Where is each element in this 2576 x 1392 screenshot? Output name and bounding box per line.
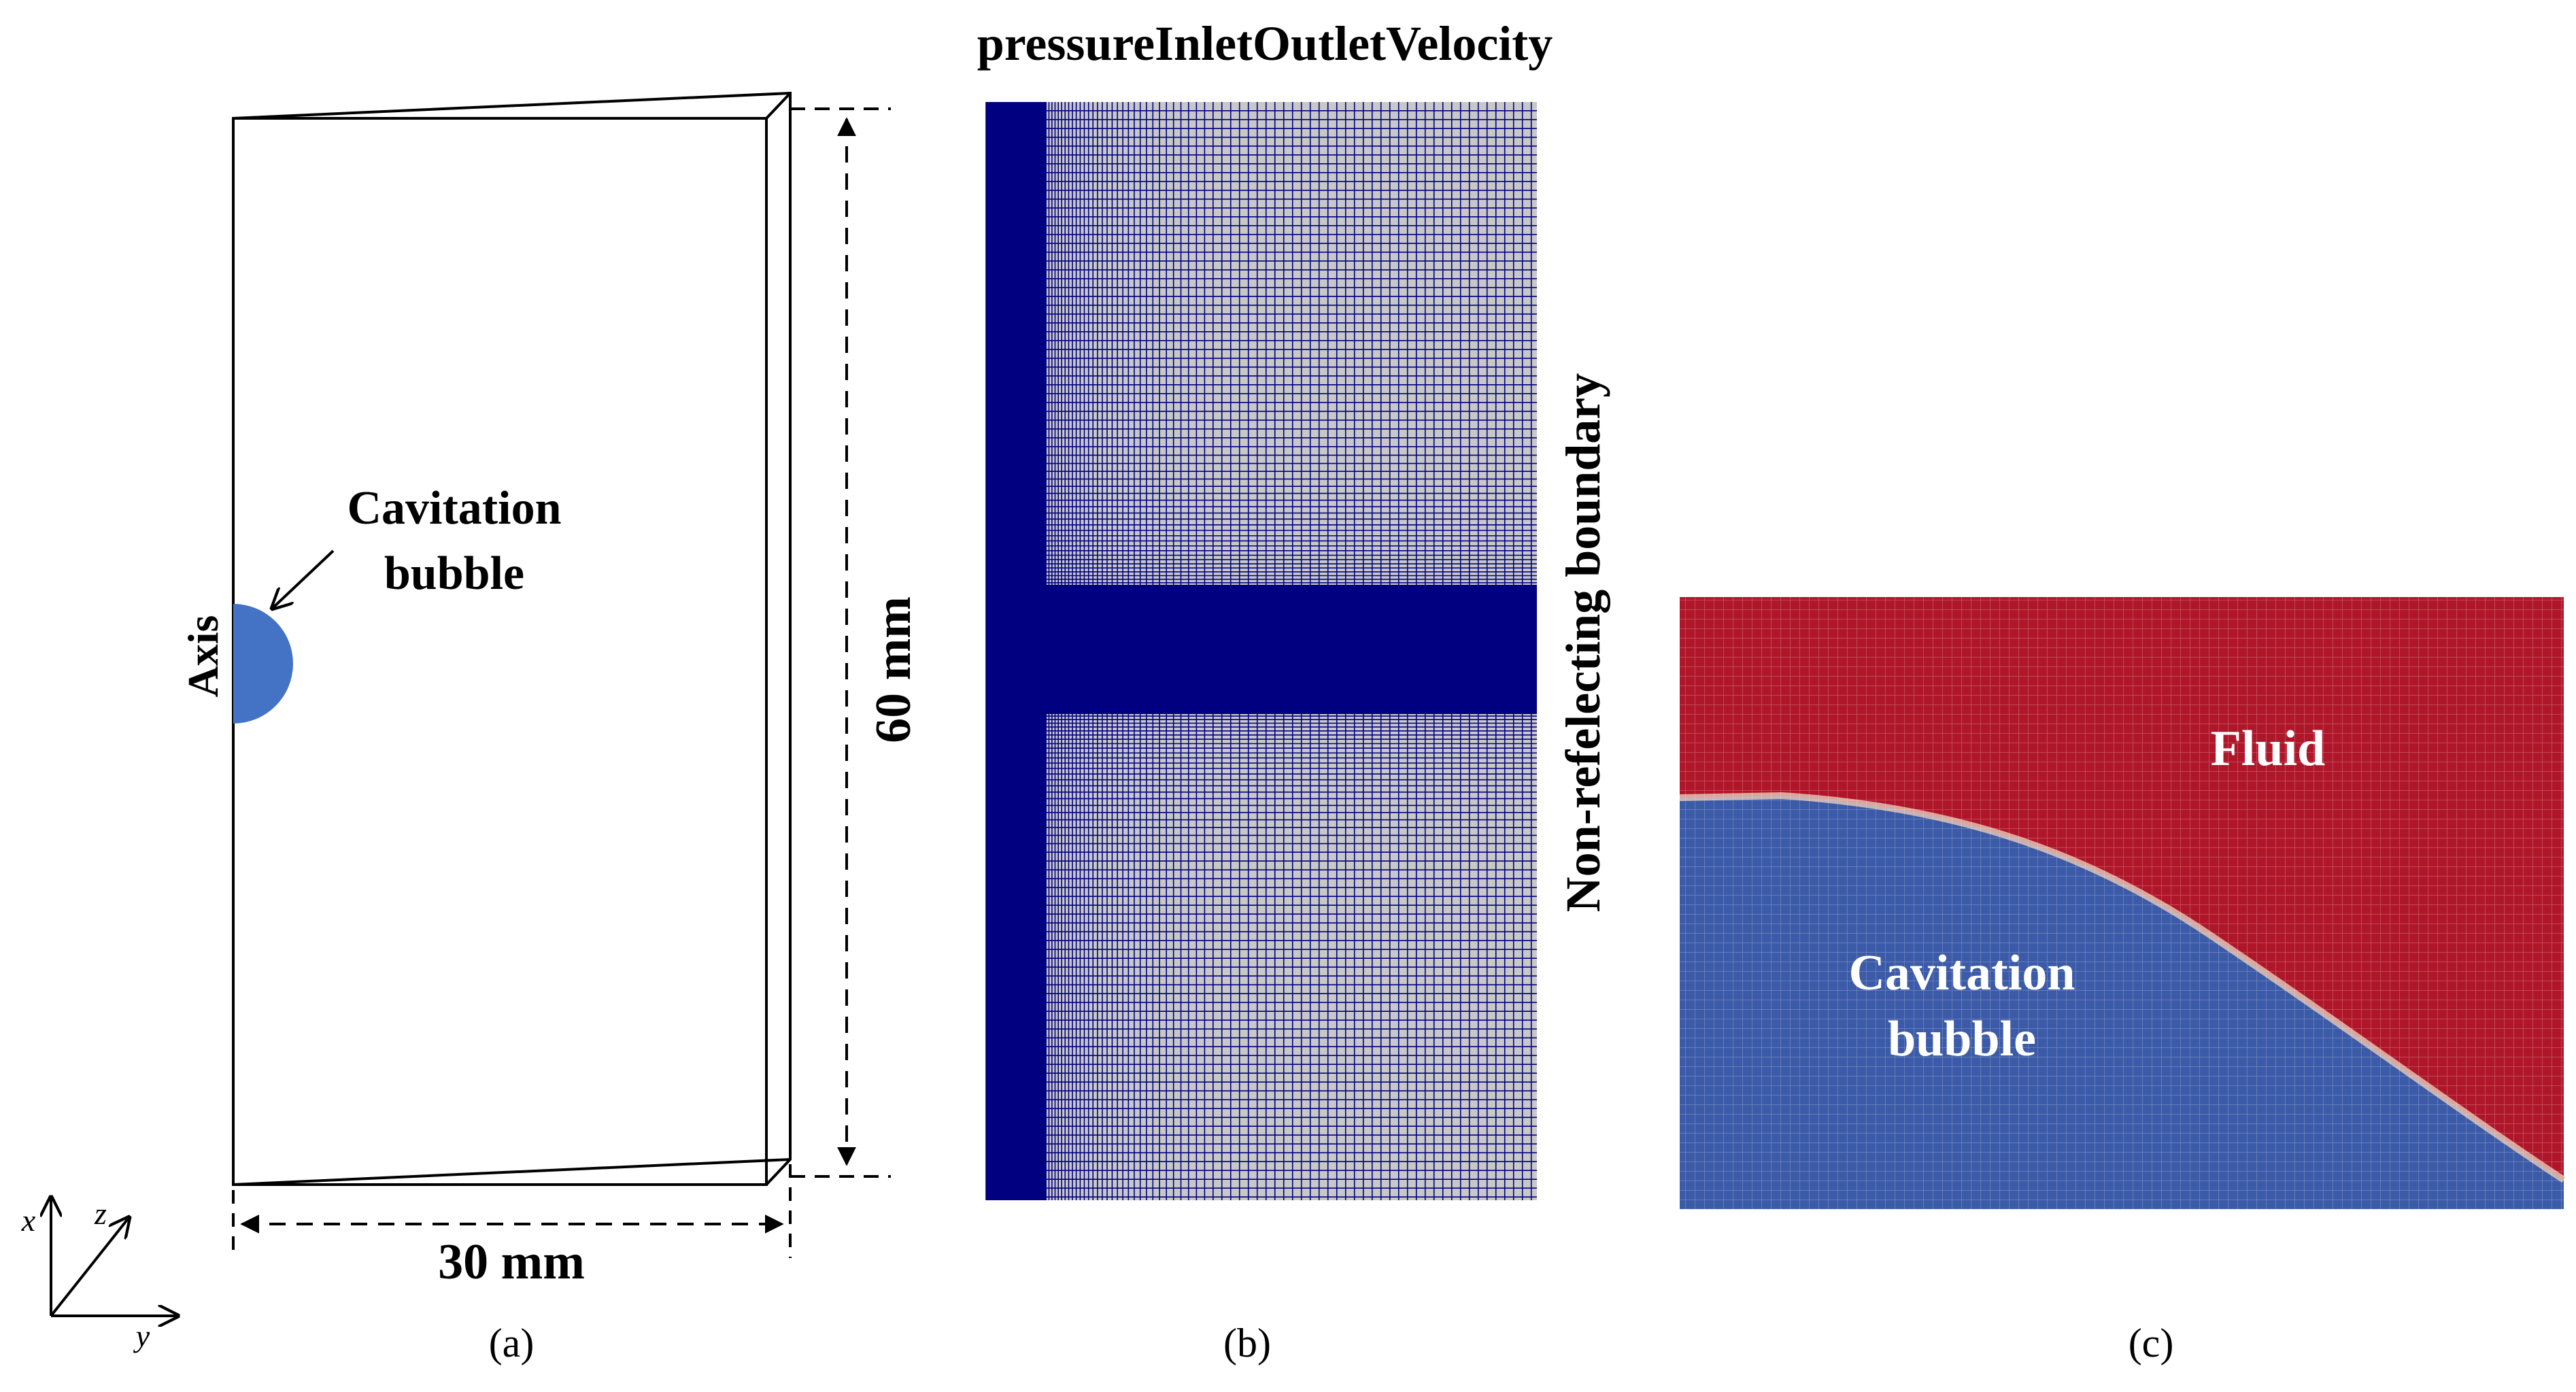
right-boundary-label: Non-refelecting boundary [1556, 373, 1610, 913]
coord-z-label: z [94, 1196, 107, 1231]
bubble-label-line1: Cavitation [348, 482, 562, 534]
cell-grid-overlay [1680, 597, 2564, 1209]
coord-y-label: y [133, 1319, 150, 1353]
c-bubble-label-line2: bubble [1888, 1011, 2036, 1067]
width-dimension [232, 1164, 792, 1258]
panel-b: pressureInletOutletVelocity Non-refelect… [977, 16, 1610, 1365]
fluid-label: Fluid [2211, 721, 2326, 777]
c-bubble-label-line1: Cavitation [1849, 945, 2075, 1001]
panel-a: Axis Cavitation bubble 60 mm 30 mm x z y… [21, 91, 921, 1365]
cavitation-bubble-shape [233, 604, 293, 724]
panel-a-caption: (a) [489, 1321, 535, 1365]
bubble-label-line2: bubble [384, 547, 524, 600]
panel-b-caption: (b) [1223, 1321, 1271, 1365]
panel-c: Fluid Cavitation bubble (c) [1679, 597, 2566, 1365]
panel-c-caption: (c) [2129, 1321, 2174, 1365]
mesh-grid-lines [985, 102, 1537, 1200]
top-boundary-label: pressureInletOutletVelocity [977, 16, 1553, 71]
width-dimension-label: 30 mm [438, 1234, 585, 1290]
bubble-pointer-arrow [272, 549, 335, 609]
wedge-domain-outline [232, 91, 792, 1186]
axis-label: Axis [179, 615, 227, 698]
height-dimension-label: 60 mm [866, 596, 921, 743]
coord-x-label: x [21, 1203, 36, 1238]
height-dimension [790, 107, 891, 1178]
coordinate-triad [51, 1197, 178, 1316]
